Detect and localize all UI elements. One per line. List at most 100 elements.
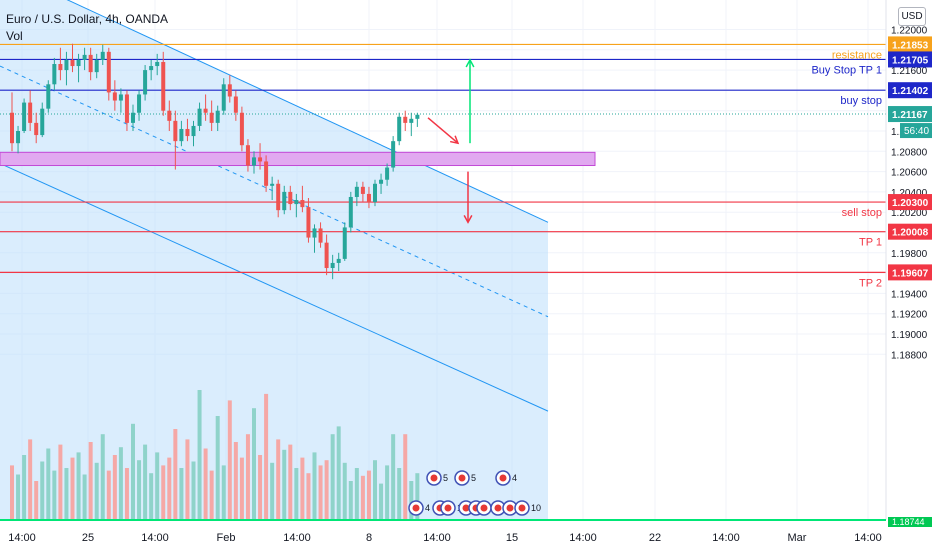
volume-indicator-label: Vol	[6, 29, 23, 43]
candle-body	[403, 116, 408, 123]
candle-body	[197, 108, 202, 126]
event-badge-flag-icon	[412, 504, 420, 512]
volume-bar	[173, 429, 178, 520]
candle-body	[203, 108, 208, 113]
price-tag-sell-stop	[888, 194, 932, 211]
volume-bar	[270, 462, 275, 520]
volume-bar	[227, 400, 232, 520]
price-tag-text-buy-stop: 1.21402	[892, 86, 929, 97]
event-badge-flag-icon	[444, 504, 452, 512]
candle-body	[82, 54, 87, 60]
candle-body	[88, 54, 93, 73]
candle-body	[379, 179, 384, 184]
volume-bar	[34, 481, 39, 520]
time-tick-label: 8	[366, 532, 372, 544]
arrow-up-head	[465, 58, 475, 68]
candle-body	[209, 112, 214, 123]
channel-lower-line	[0, 163, 549, 412]
volume-bar	[179, 468, 184, 520]
symbol-title: Euro / U.S. Dollar, 4h, OANDA	[6, 12, 169, 26]
event-badge-flag-icon	[430, 474, 438, 482]
event-badge-flag-icon	[518, 504, 526, 512]
volume-bar	[203, 448, 208, 520]
candle-body	[58, 64, 63, 71]
volume-bar	[348, 481, 353, 520]
event-badge-count: 5	[443, 473, 448, 483]
volume-bar	[118, 447, 123, 520]
candle-body	[336, 258, 341, 263]
candle-body	[288, 191, 293, 205]
candle-body	[64, 59, 69, 71]
volume-bar	[385, 465, 390, 520]
volume-bar	[70, 457, 75, 520]
price-tick-label: 1.20800	[891, 147, 928, 158]
candle-body	[22, 102, 27, 131]
time-tick-label: 14:00	[712, 532, 740, 544]
event-badge-count: 4	[425, 503, 430, 513]
candle-body	[94, 59, 99, 73]
event-badge-flag-icon	[499, 474, 507, 482]
candle-body	[312, 228, 317, 238]
volume-bar	[288, 444, 293, 520]
volume-bar	[155, 452, 160, 520]
volume-bar	[360, 475, 365, 520]
price-tick-label: 1.19000	[891, 330, 928, 341]
time-tick-label: 14:00	[8, 532, 36, 544]
price-tag-buy-stop	[888, 82, 932, 99]
candle-body	[76, 59, 81, 67]
time-tick-label: 14:00	[423, 532, 451, 544]
volume-bar	[76, 452, 81, 520]
candle-body	[245, 145, 250, 166]
currency-button[interactable]: USD	[898, 7, 926, 26]
time-tick-label: 25	[82, 532, 94, 544]
volume-bar	[306, 473, 311, 520]
candle-body	[306, 207, 311, 238]
candle-body	[46, 84, 51, 109]
candle-body	[252, 157, 256, 166]
candle-body	[385, 167, 390, 180]
volume-bar	[312, 452, 317, 520]
arrow-down-long-head	[463, 214, 473, 224]
candle-body	[124, 94, 129, 123]
supply-demand-zone	[0, 151, 596, 167]
candle-body	[330, 262, 335, 269]
candle-body	[282, 191, 287, 211]
last-price-tag	[888, 106, 932, 123]
volume-bar	[143, 444, 148, 520]
time-tick-label: 14:00	[141, 532, 169, 544]
channel-upper-line	[66, 0, 549, 223]
candle-body	[161, 61, 166, 111]
candle-body	[348, 196, 353, 228]
event-badge-flag-icon	[462, 504, 470, 512]
price-tick-label: 1.20600	[891, 168, 928, 179]
candle-body	[233, 96, 238, 113]
volume-bar	[354, 468, 359, 520]
volume-bar	[64, 468, 69, 520]
candle-body	[409, 118, 414, 123]
volume-bar	[40, 461, 45, 520]
candle-body	[300, 200, 305, 208]
price-tick-label: 1.22000	[891, 26, 928, 37]
candle-body	[258, 157, 263, 162]
volume-bar	[161, 465, 166, 520]
price-tag-resistance	[888, 36, 932, 53]
volume-bar	[415, 473, 420, 520]
volume-bar	[282, 449, 287, 520]
volume-bar	[28, 439, 33, 520]
volume-bar	[16, 474, 21, 520]
candle-body	[270, 183, 275, 186]
candle-body	[70, 59, 75, 67]
candle-body	[40, 108, 45, 136]
time-tick-label: 22	[649, 532, 661, 544]
bottom-price-text: 1.18744	[892, 517, 925, 527]
volume-bar	[294, 468, 299, 520]
volume-bar	[245, 434, 250, 520]
candle-body	[137, 94, 142, 113]
price-tick-label: 1.21600	[891, 66, 928, 77]
candle-body	[112, 92, 117, 101]
volume-bar	[137, 460, 142, 520]
candle-body	[276, 183, 281, 211]
volume-bar	[300, 457, 305, 520]
candle-body	[34, 122, 39, 136]
